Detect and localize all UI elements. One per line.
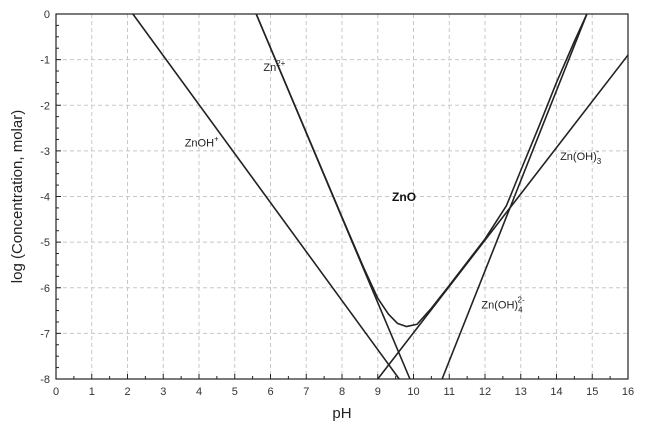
- grid: [56, 14, 628, 379]
- x-tick-label: 9: [375, 386, 381, 398]
- annotation-label: Zn(OH)3-: [560, 147, 602, 166]
- x-tick-label: 2: [124, 386, 130, 398]
- x-tick-labels: 0 1 2 3 4 5 6 7 8 9 10 11 12 13 14 15 16: [53, 386, 634, 398]
- y-tick-label: -7: [40, 328, 50, 340]
- y-tick-label: -4: [40, 192, 50, 204]
- x-tick-label: 1: [89, 386, 95, 398]
- x-tick-label: 5: [232, 386, 238, 398]
- x-tick-label: 8: [339, 386, 345, 398]
- y-tick-label: -3: [40, 146, 50, 158]
- series-line-3: [377, 54, 629, 380]
- series-line-5: [255, 13, 588, 328]
- series-line-4: [441, 13, 588, 380]
- x-axis-title: pH: [332, 405, 351, 422]
- y-tick-label: -8: [40, 374, 50, 386]
- y-tick-label: 0: [44, 9, 50, 21]
- x-tick-label: 4: [196, 386, 202, 398]
- plot-frame: [55, 13, 629, 380]
- y-tick-label: -6: [40, 283, 50, 295]
- x-tick-label: 16: [622, 386, 634, 398]
- x-tick-label: 14: [550, 386, 562, 398]
- series-line-2: [132, 13, 400, 380]
- annotations: Zn2+ ZnOH+ ZnO Zn(OH)3- Zn(OH)42-: [185, 59, 602, 314]
- y-axis-title: log (Concentration, molar): [9, 110, 26, 283]
- annotation-label: ZnO: [392, 190, 416, 204]
- annotation-label: ZnOH+: [185, 134, 219, 149]
- x-tick-label: 7: [303, 386, 309, 398]
- x-tick-label: 12: [479, 386, 491, 398]
- y-tick-label: -5: [40, 237, 50, 249]
- annotation-label: Zn2+: [263, 59, 285, 74]
- x-tick-label: 3: [160, 386, 166, 398]
- x-tick-label: 0: [53, 386, 59, 398]
- x-tick-label: 10: [407, 386, 419, 398]
- x-tick-label: 6: [267, 386, 273, 398]
- y-tick-label: -1: [40, 55, 50, 67]
- annotation-label: Zn(OH)42-: [481, 295, 525, 314]
- x-tick-label: 13: [515, 386, 527, 398]
- y-tick-label: -2: [40, 100, 50, 112]
- y-tick-labels: 0 -1 -2 -3 -4 -5 -6 -7 -8: [40, 9, 50, 386]
- series-lines: [132, 13, 629, 380]
- x-tick-label: 15: [586, 386, 598, 398]
- x-tick-label: 11: [444, 386, 455, 398]
